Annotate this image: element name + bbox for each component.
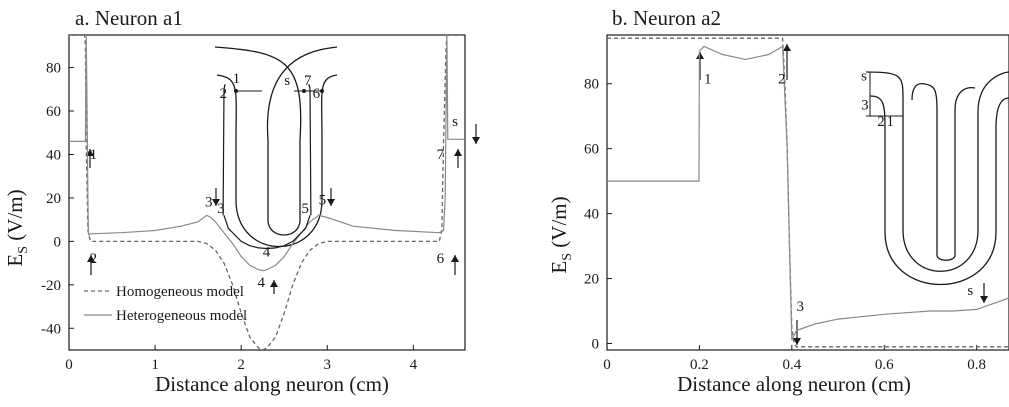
panel-a-x-axis-label: Distance along neuron (cm) <box>155 372 389 396</box>
panel-a-marker-dot-left <box>234 89 238 93</box>
panel-b-annotation-7: 1 <box>887 114 895 130</box>
panel-a-axes-frame <box>68 34 466 351</box>
panel-a-y-axis-label: ES (V/m) <box>3 189 31 266</box>
panel-a-annotation-14: 7 <box>304 73 312 89</box>
panel-a-annotation-9: 7 <box>437 147 445 163</box>
panel-b-y-tick-label: 80 <box>584 77 599 93</box>
panel-a-title: a. Neuron a1 <box>75 6 183 30</box>
panel-b-y-tick-label: 40 <box>584 207 599 223</box>
panel-a-arrow-6-head <box>451 255 459 262</box>
panel-a-y-tick-label: 60 <box>46 104 61 120</box>
panel-b-x-tick-label: 0.2 <box>690 357 709 373</box>
panel-a-annotation-12: 2 <box>220 86 228 102</box>
panel-b-neuron-outer-outline <box>865 71 1009 272</box>
panel-b-arrow-3-head <box>793 338 801 345</box>
panel-b-annotation-2: 3 <box>796 299 804 315</box>
panel-b-y-tick-label: 0 <box>592 337 600 353</box>
panel-a-arrow-5-head <box>327 199 335 206</box>
panel-a-series-segment-2 <box>223 215 311 250</box>
panel-a-arrow-2-head <box>87 255 95 262</box>
panel-a-arrow-s-head <box>472 137 480 144</box>
panel-b-arrow-2-head <box>783 44 791 51</box>
panel-a-annotation-13: s <box>284 73 290 89</box>
panel-b-axes-frame <box>606 34 1009 351</box>
panel-a-annotation-6: 5 <box>301 201 309 217</box>
panel-a-series-segment-3 <box>222 84 226 216</box>
panel-a-neuron-a1: a. Neuron a1 0 1 2 3 4-40-20020406080Distanc… <box>3 6 480 396</box>
panel-a-y-tick-label: 80 <box>46 61 61 77</box>
panel-a-y-tick-label: 20 <box>46 191 61 207</box>
panel-a-neuron-sketch <box>214 46 338 247</box>
panel-b-y-axis-label: ES (V/m) <box>547 196 575 273</box>
panel-a-annotation-11: 1 <box>233 71 241 87</box>
panel-a-marker-dot-right <box>320 89 324 93</box>
panel-a-x-tick-label: 4 <box>410 357 418 373</box>
panel-a-annotation-1: 2 <box>90 251 98 267</box>
panel-a-annotation-2: 3 <box>205 195 213 211</box>
panel-a-y-tick-label: 40 <box>46 147 61 163</box>
panel-b-arrow-s-head <box>980 296 988 303</box>
panel-b-x-tick-label: 0.8 <box>967 357 986 373</box>
panel-a-series-heterogeneous-model <box>69 35 465 272</box>
panel-a-annotation-0: 1 <box>90 147 98 163</box>
panel-b-annotation-4: s <box>861 68 867 84</box>
panel-a-arrow-4-head <box>270 280 278 287</box>
panel-a-y-tick-label: -20 <box>41 278 61 294</box>
panel-a-annotation-10: s <box>452 114 458 130</box>
panel-a-y-tick-label: 0 <box>54 234 62 250</box>
panel-a-annotation-4: 4 <box>263 245 271 261</box>
panel-b-x-tick-label: 0 <box>603 357 611 373</box>
panel-a-annotation-7: 5 <box>319 192 327 208</box>
panel-a-neuron-outer-outline <box>214 46 338 236</box>
panel-b-x-tick-label: 0.4 <box>782 357 801 373</box>
panel-a-marker-dot-s <box>302 89 306 93</box>
panel-b-neuron-sketch <box>865 71 1009 286</box>
panel-a-annotation-3: 3 <box>217 201 225 217</box>
panel-a-annotation-5: 4 <box>258 275 266 291</box>
panel-b-annotation-5: 3 <box>861 98 869 114</box>
panel-a-legend-entry-1: Heterogeneous model <box>116 308 247 324</box>
panel-b-annotation-3: s <box>967 283 973 299</box>
panel-a-neuron-inner-outline <box>216 74 338 247</box>
panel-b-arrows <box>696 44 988 345</box>
panel-b-arrow-1-head <box>696 52 704 59</box>
panel-b-y-tick-label: 60 <box>584 142 599 158</box>
panel-b-neuron-a2: b. Neuron a2 0 0.2 0.4 0.6 0.8 0 20 40 60 80 Dista… <box>547 6 1009 396</box>
panel-a-arrow-7-head <box>454 149 462 156</box>
panel-b-series-heterogeneous-model <box>607 45 1009 341</box>
panel-b-y-tick-label: 20 <box>584 272 599 288</box>
panel-a-y-tick-label: -40 <box>41 321 61 337</box>
panel-b-title: b. Neuron a2 <box>612 6 721 30</box>
panel-a-x-tick-label: 0 <box>65 357 73 373</box>
panel-a-legend-entry-0: Homogeneous model <box>116 284 244 300</box>
panel-a-annotation-15: 6 <box>313 86 321 102</box>
panel-a-arrow-3-head <box>212 199 220 206</box>
panel-a-series-segment-4 <box>308 84 312 216</box>
panel-b-x-tick-label: 0.6 <box>875 357 894 373</box>
panel-b-x-axis-label: Distance along neuron (cm) <box>677 372 911 396</box>
panel-b-annotation-6: 2 <box>877 114 885 130</box>
panel-a-x-tick-label: 3 <box>324 357 332 373</box>
panel-b-annotation-0: 1 <box>704 72 712 88</box>
panel-b-annotation-1: 2 <box>778 72 786 88</box>
panel-a-annotation-8: 6 <box>437 251 445 267</box>
panel-b-neuron-middle-outline <box>869 95 1009 286</box>
panel-a-x-tick-label: 1 <box>151 357 159 373</box>
panel-a-series-homogeneous-model <box>69 35 465 350</box>
panel-b-series-homogeneous-model <box>607 37 1009 348</box>
panel-b-neuron-inner-outline <box>911 82 976 261</box>
panel-a-x-tick-label: 2 <box>237 357 245 373</box>
